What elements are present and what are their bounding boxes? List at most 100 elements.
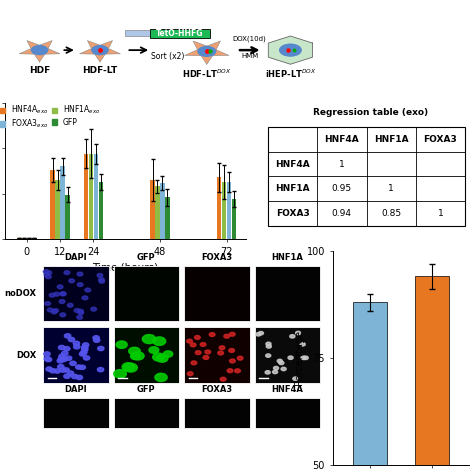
Bar	[89, 154, 93, 239]
Text: Sort (x2): Sort (x2)	[151, 52, 184, 61]
Circle shape	[91, 307, 97, 311]
Circle shape	[64, 346, 70, 351]
Circle shape	[266, 342, 271, 346]
Text: 1: 1	[339, 160, 345, 169]
Circle shape	[301, 356, 306, 360]
Circle shape	[67, 371, 74, 375]
Circle shape	[209, 333, 215, 337]
Bar	[184, 266, 250, 321]
Circle shape	[62, 351, 68, 356]
Circle shape	[72, 374, 78, 379]
Circle shape	[60, 292, 65, 296]
Circle shape	[73, 345, 80, 349]
Bar	[255, 398, 320, 428]
Text: GFP: GFP	[137, 253, 156, 262]
Bar	[268, 127, 465, 226]
Bar	[353, 302, 387, 474]
Bar	[255, 266, 320, 321]
Circle shape	[97, 273, 103, 277]
Circle shape	[218, 351, 224, 355]
Circle shape	[49, 293, 55, 297]
Bar	[27, 238, 32, 239]
Polygon shape	[268, 36, 312, 64]
Text: HDF-LT: HDF-LT	[82, 66, 118, 75]
Circle shape	[60, 292, 66, 296]
Text: DAPI: DAPI	[64, 385, 87, 394]
Circle shape	[58, 357, 64, 361]
Circle shape	[281, 367, 286, 371]
Circle shape	[97, 367, 104, 372]
Circle shape	[74, 309, 80, 312]
Circle shape	[132, 352, 144, 360]
Circle shape	[157, 355, 168, 362]
Text: GFP: GFP	[137, 385, 156, 394]
FancyBboxPatch shape	[125, 30, 152, 36]
Bar	[32, 238, 36, 239]
Circle shape	[44, 352, 50, 356]
Text: Regression table (exo): Regression table (exo)	[313, 108, 428, 117]
Bar	[155, 186, 160, 239]
Circle shape	[93, 338, 100, 342]
Bar	[99, 182, 103, 239]
Circle shape	[58, 365, 64, 369]
Text: DOX: DOX	[17, 351, 36, 360]
Circle shape	[51, 310, 57, 314]
Circle shape	[98, 346, 104, 351]
Circle shape	[194, 336, 200, 339]
X-axis label: Time (hours): Time (hours)	[92, 263, 158, 273]
Circle shape	[237, 356, 243, 360]
Circle shape	[82, 343, 89, 347]
Circle shape	[78, 311, 83, 315]
Circle shape	[164, 351, 173, 357]
Circle shape	[64, 374, 70, 378]
Circle shape	[279, 361, 284, 365]
Circle shape	[187, 372, 193, 375]
Circle shape	[78, 309, 83, 313]
Circle shape	[235, 369, 240, 373]
Circle shape	[75, 365, 82, 369]
Bar	[50, 170, 55, 239]
Text: FOXA3: FOXA3	[424, 135, 457, 144]
Circle shape	[155, 373, 167, 382]
Text: HDF-LT$^{DOX}$: HDF-LT$^{DOX}$	[182, 68, 232, 81]
Circle shape	[64, 334, 71, 338]
Bar	[184, 398, 250, 428]
Y-axis label: Percentage: Percentage	[294, 330, 304, 385]
Bar	[22, 238, 27, 239]
Circle shape	[258, 331, 264, 335]
Circle shape	[190, 343, 196, 347]
Circle shape	[187, 339, 192, 343]
Circle shape	[277, 359, 283, 363]
Circle shape	[288, 356, 293, 359]
Text: noDOX: noDOX	[5, 289, 36, 298]
Text: HNF4A: HNF4A	[325, 135, 359, 144]
Bar	[160, 183, 165, 239]
Circle shape	[46, 271, 52, 274]
Circle shape	[116, 341, 127, 348]
Bar	[43, 266, 109, 321]
Bar	[43, 398, 109, 428]
Bar	[114, 327, 179, 383]
Circle shape	[266, 345, 271, 348]
Circle shape	[76, 375, 82, 380]
Bar	[232, 199, 237, 239]
Circle shape	[54, 369, 60, 373]
Circle shape	[69, 279, 74, 283]
Circle shape	[59, 354, 65, 358]
Circle shape	[68, 337, 75, 342]
Circle shape	[224, 334, 229, 338]
Circle shape	[82, 346, 88, 350]
FancyBboxPatch shape	[150, 29, 210, 38]
Bar	[150, 180, 155, 239]
Circle shape	[229, 332, 235, 336]
Text: 1: 1	[438, 209, 443, 218]
Circle shape	[65, 356, 72, 360]
Bar	[255, 327, 320, 383]
Circle shape	[50, 369, 56, 373]
Circle shape	[142, 335, 156, 344]
Polygon shape	[19, 41, 60, 62]
Circle shape	[70, 361, 76, 365]
Circle shape	[149, 347, 159, 353]
Circle shape	[293, 377, 298, 381]
Circle shape	[229, 348, 235, 352]
